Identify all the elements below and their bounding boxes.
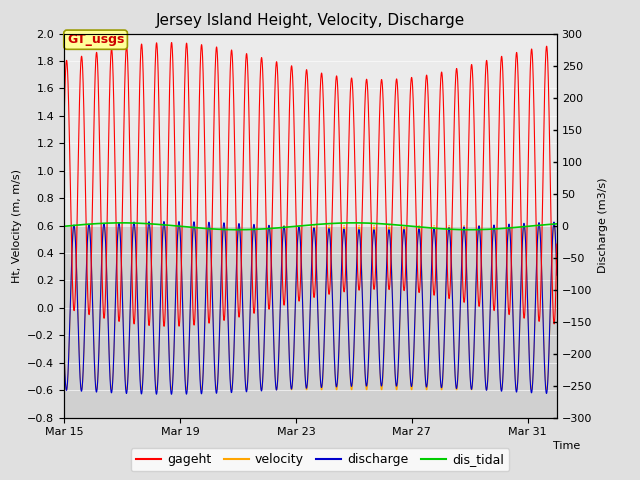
Y-axis label: Discharge (m3/s): Discharge (m3/s) (598, 178, 608, 273)
X-axis label: Time: Time (553, 441, 580, 451)
Legend: gageht, velocity, discharge, dis_tidal: gageht, velocity, discharge, dis_tidal (131, 448, 509, 471)
Bar (64, 34, 557, 226)
Text: GT_usgs: GT_usgs (67, 33, 124, 46)
Bar (64, 226, 557, 418)
Y-axis label: Ht, Velocity (m, m/s): Ht, Velocity (m, m/s) (12, 168, 22, 283)
Title: Jersey Island Height, Velocity, Discharge: Jersey Island Height, Velocity, Discharg… (156, 13, 465, 28)
